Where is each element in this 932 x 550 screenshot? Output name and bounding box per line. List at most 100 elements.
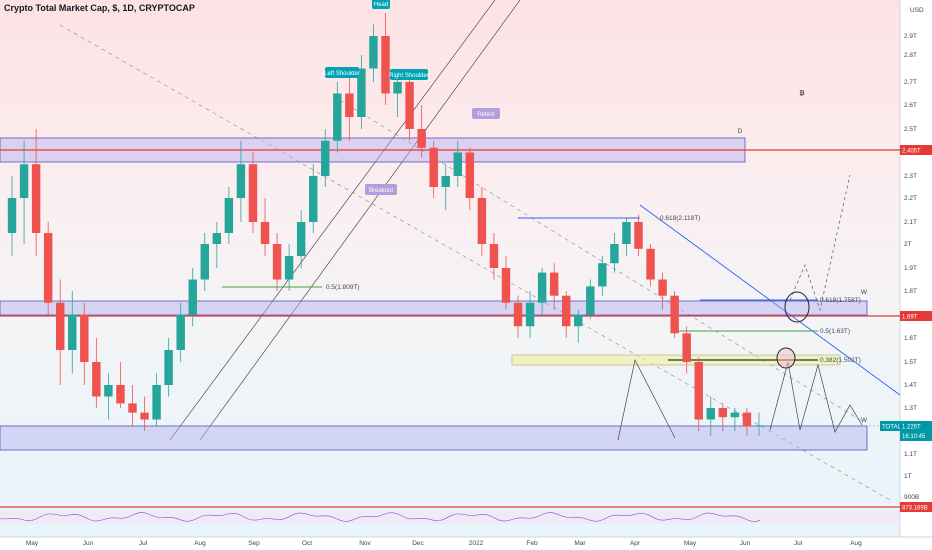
chart-background [0, 0, 900, 537]
candle-body [598, 263, 607, 287]
rsi-line [0, 512, 761, 522]
annotation-retest: Retest [477, 112, 495, 118]
x-tick-label: Mar [574, 540, 586, 547]
fib-label-2: 0.618(1.758T) [820, 297, 861, 304]
candle-body [429, 147, 438, 187]
projection-future [769, 361, 863, 433]
current-symbol-box [880, 421, 900, 431]
rsi-panel [0, 510, 900, 524]
candle-body [128, 403, 137, 413]
candle-body [658, 279, 667, 296]
mid-zone [0, 300, 868, 316]
annotation-d: D [738, 128, 743, 135]
candle-body [670, 295, 679, 334]
x-tick-label: Sep [248, 540, 260, 547]
candle-body [561, 295, 571, 327]
candle-body [646, 248, 655, 280]
candle-body [236, 164, 246, 198]
candle-body [405, 82, 414, 129]
annotation-left-shoulder-bg [325, 67, 359, 78]
x-tick-label: Jul [794, 540, 803, 547]
candle-body [682, 333, 691, 362]
level-label-2: 873.169B [902, 506, 928, 512]
x-tick-label: Dec [412, 540, 424, 547]
x-tick-label: Aug [194, 540, 206, 547]
candle-body [634, 222, 643, 249]
level-tag-0 [900, 145, 932, 155]
level-tag-1 [900, 311, 932, 321]
y-tick-label: 2.6T [904, 102, 917, 109]
candle-body [308, 176, 318, 222]
y-tick-label: 1.5T [904, 359, 917, 366]
candle-body [586, 286, 595, 315]
x-tick-label: May [684, 540, 697, 547]
candle-body [92, 362, 101, 397]
y-tick-label: 2.8T [904, 52, 917, 59]
candle-body [357, 68, 366, 117]
annotation-breakout: Breakout [369, 188, 393, 194]
candle-body [200, 244, 210, 280]
fib-label-1: 0.5(1.809T) [326, 284, 360, 291]
candle-body [80, 314, 89, 362]
candle-body [574, 314, 583, 327]
candle-body [369, 36, 378, 69]
annotation-head: Head [374, 2, 388, 8]
candle-body [248, 164, 258, 222]
candle-body [164, 350, 173, 385]
candle-body [610, 244, 619, 264]
candle-body [477, 198, 487, 244]
annotation-head-bg [372, 0, 390, 9]
candle-body [224, 198, 234, 233]
candle-body [453, 152, 463, 176]
x-tick-label: Feb [526, 540, 538, 547]
candle-body [718, 408, 728, 418]
annotation-w-2: W [861, 417, 868, 424]
candle-body [19, 164, 29, 198]
y-tick-label: 2.2T [904, 195, 917, 202]
current-symbol: TOTAL [882, 425, 901, 431]
dashed-channel-2 [339, 99, 861, 421]
candle-body [537, 272, 547, 303]
candle-body [345, 93, 354, 117]
candle-body [68, 314, 77, 350]
y-tick-label: 1.6T [904, 335, 917, 342]
y-tick-label: 1.9T [904, 265, 917, 272]
y-tick-label: 2.3T [904, 173, 917, 180]
candle-body [706, 408, 716, 420]
candle-body [104, 385, 113, 397]
candle-body [513, 302, 523, 327]
chart-title: Crypto Total Market Cap, $, 1D, CRYPTOCA… [4, 3, 195, 13]
candle-body [441, 176, 450, 187]
candle-body [43, 233, 53, 303]
y-tick-label: 1.3T [904, 405, 917, 412]
candle-body [296, 222, 306, 256]
candle-body [140, 412, 149, 420]
support-zone [0, 425, 868, 451]
candle-body [152, 385, 161, 420]
candle-body [7, 198, 17, 233]
candle-body [489, 244, 499, 268]
y-tick-label: 1.4T [904, 382, 917, 389]
x-tick-label: Apr [630, 540, 641, 547]
projection-dashed [789, 174, 851, 312]
x-tick-label: Nov [359, 540, 371, 547]
candle-body [549, 272, 559, 296]
fib-label-0: 0.618(2.118T) [660, 215, 700, 222]
candle-body [525, 302, 535, 327]
countdown-label: 16:10:45 [902, 434, 926, 440]
level-tag-2 [900, 502, 932, 512]
x-tick-label: Oct [302, 540, 312, 547]
x-tick-label: 2022 [469, 540, 484, 547]
y-tick-label: 2.7T [904, 79, 917, 86]
candle-body [730, 412, 740, 418]
candle-body [333, 93, 342, 141]
candle-body [260, 222, 270, 244]
candle-body [55, 302, 65, 350]
bitcoin-icon-frame [787, 60, 817, 90]
candle-body [188, 279, 197, 315]
trend-line-2 [199, 0, 521, 441]
x-tick-label: Jun [740, 540, 751, 547]
candle-body [284, 256, 294, 280]
candle-body [694, 362, 703, 420]
